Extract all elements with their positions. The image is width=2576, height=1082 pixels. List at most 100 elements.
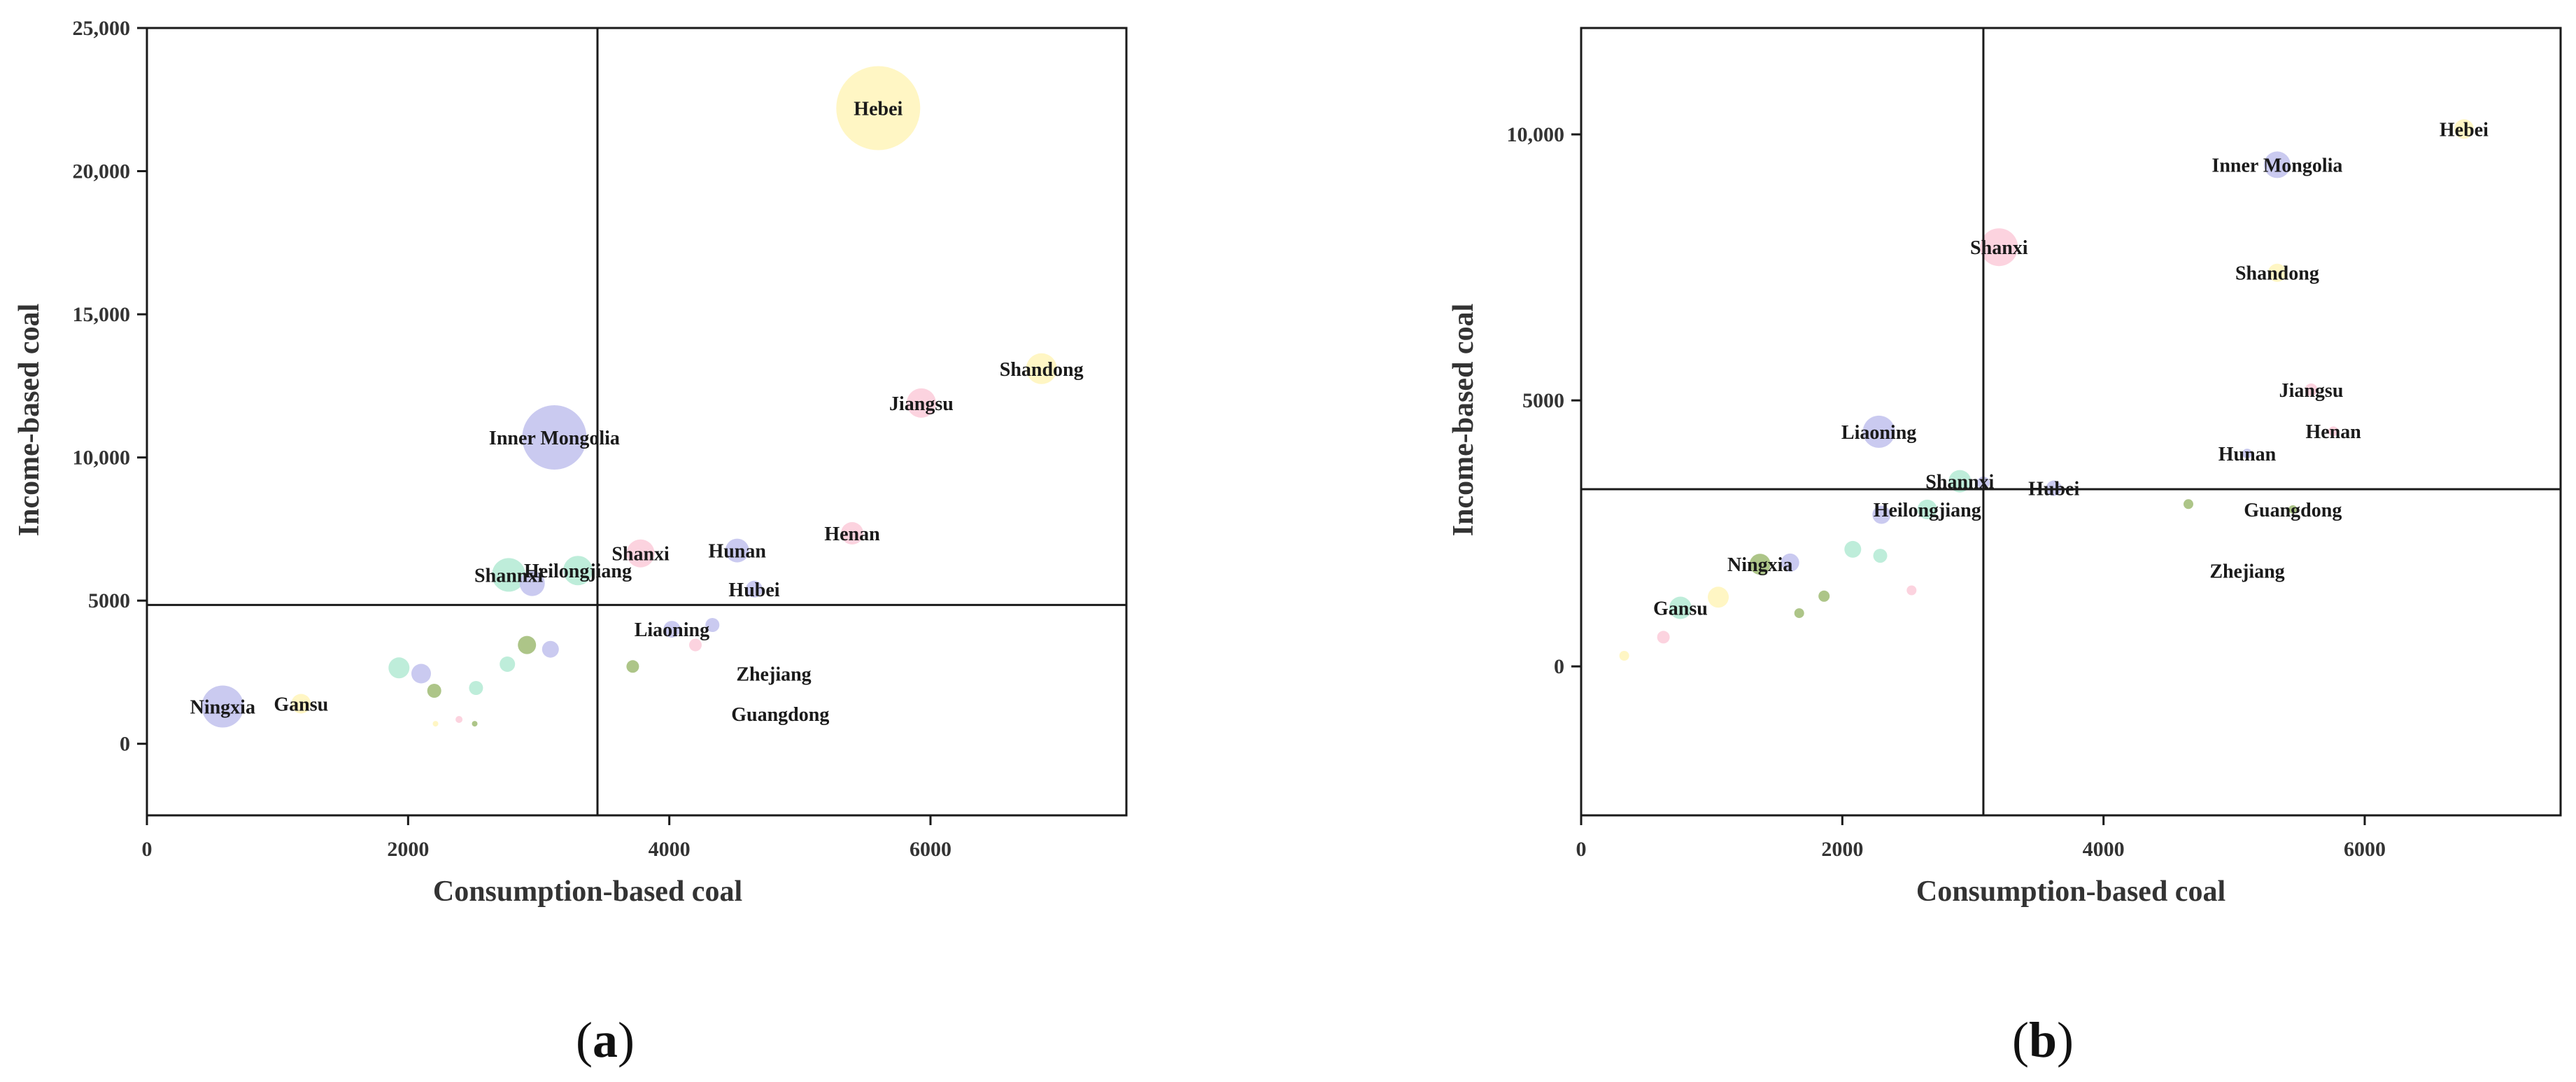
panel-a-bubble-shanxi	[626, 539, 655, 568]
panel-b-bubble-jiangsu	[2305, 383, 2318, 396]
panel-b-x-tick-label: 2000	[1821, 838, 1863, 861]
panel-b-y-tick-label: 5000	[1522, 389, 1564, 412]
panel-b-x-ticks: 0 2000 4000 6000	[1576, 815, 2386, 861]
panel-b-bubble-heilongjiang	[1917, 499, 1937, 519]
panel-a-caption-letter: a	[593, 1012, 618, 1068]
panel-a-bubble-unlabeled-14	[518, 635, 537, 654]
panel-a-bubble-inner-mongolia	[522, 405, 587, 470]
panel-a-caption: (a)	[576, 1012, 635, 1068]
panel-b-y-tick-label: 0	[1554, 655, 1564, 678]
panel-a-y-tick-label: 10,000	[73, 447, 131, 470]
panel-b-caption-letter: b	[2029, 1012, 2057, 1068]
panel-b-label-heilongjiang: Heilongjiang	[1874, 500, 1981, 521]
panel-a-x-tick-label: 4000	[649, 838, 691, 861]
panel-a-bubble-heilongjiang	[563, 556, 593, 586]
panel-a-bubble-shandong	[1026, 353, 1057, 384]
panel-a-label-hunan: Hunan	[708, 541, 766, 563]
panel-a-label-hebei: Hebei	[854, 99, 903, 120]
panel-a-label-zhejiang: Zhejiang	[736, 664, 811, 686]
panel-b-label-shanxi: Shanxi	[1970, 237, 2028, 259]
panel-b-plot-frame	[1580, 27, 2562, 817]
panel-a-label-liaoning: Liaoning	[635, 619, 709, 641]
panel-a-bubble-hunan	[725, 538, 749, 563]
panel-a-bubble-unlabeled-18	[388, 657, 410, 679]
panel-a-label-guangdong: Guangdong	[731, 704, 829, 726]
panel-b-bubble-shannxi	[1948, 470, 1972, 493]
panel-a-y-axis-title: Income-based coal	[13, 304, 45, 536]
panel-b-bubble-hunan	[2242, 449, 2252, 459]
panel-b-bubble-hubei	[2046, 480, 2062, 496]
panel-a-label-hubei: Hubei	[728, 579, 779, 601]
panel-b-bubbles	[1619, 119, 2474, 661]
panel-a-bubble-liaoning	[663, 621, 681, 638]
panel-a-plot-frame	[146, 27, 1128, 817]
panel-b-label-gansu: Gansu	[1653, 598, 1708, 620]
panel-b-bubble-shanxi	[1980, 228, 2018, 267]
panel-a-label-ningxia: Ningxia	[190, 697, 255, 719]
panel-b-caption: (b)	[2012, 1012, 2074, 1068]
panel-a-bubble-unlabeled-9	[519, 570, 545, 596]
panel-a-bubble-unlabeled-17	[626, 660, 639, 673]
panel-b-bubble-henan	[2328, 426, 2339, 437]
panel-b-label-hunan: Hunan	[2218, 444, 2277, 465]
panel-b-y-axis-title: Income-based coal	[1448, 304, 1480, 536]
panel-b-bubble-inner-mongolia	[2263, 151, 2291, 178]
panel-a-bubble-unlabeled-20	[469, 681, 483, 695]
panel-b-label-liaoning: Liaoning	[1841, 422, 1916, 444]
panel-a-y-tick-label: 5000	[88, 589, 130, 612]
panel-a-label-henan: Henan	[824, 524, 880, 545]
panel-a-point-labels: Hebei Shandong Jiangsu Inner Mongolia Henan H…	[190, 99, 1084, 726]
panel-a-label-heilongjiang: Heilongjiang	[524, 561, 632, 582]
panel-b-x-tick-label: 4000	[2083, 838, 2125, 861]
panel-a-label-shanxi: Shanxi	[611, 544, 670, 565]
panel-a-y-tick-label: 0	[120, 733, 130, 756]
panel-b-label-zhejiang: Zhejiang	[2209, 561, 2284, 582]
panel-b-label-ningxia: Ningxia	[1727, 554, 1792, 576]
panel-b-point-labels: Hebei Inner Mongolia Shanxi Shandong Jiangsu…	[1653, 119, 2489, 619]
panel-b-bubble-liaoning	[1862, 415, 1895, 448]
panel-a-bubble-hubei	[746, 580, 763, 598]
panel-a-bubble-unlabeled-15	[542, 640, 559, 658]
panel-a-y-ticks: 0 5000 10,000 15,000 20,000 25,000	[73, 17, 147, 756]
panel-b-bubble-unlabeled-12	[1872, 505, 1891, 524]
panel-b-bubble-unlabeled-15	[1844, 540, 1862, 558]
panel-b-bubble-shandong	[2267, 263, 2286, 282]
panel-a-chart: 0 2000 4000 6000 0 5000 10,000 15,000 20,000 25,…	[13, 17, 1128, 908]
panel-b-bubble-unlabeled-26	[1619, 651, 1629, 661]
panel-b-label-inner-mongolia: Inner Mongolia	[2211, 155, 2342, 176]
panel-b-label-shannxi: Shannxi	[1925, 472, 1994, 493]
panel-b-label-shandong: Shandong	[2235, 263, 2319, 285]
panel-b-x-tick-label: 6000	[2344, 838, 2386, 861]
panel-b-bubble-gansu	[1669, 596, 1692, 619]
panel-a-bubble-unlabeled-21	[427, 684, 441, 698]
panel-b-bubble-unlabeled-16	[1873, 549, 1888, 563]
panel-a-label-shandong: Shandong	[1000, 359, 1084, 381]
panel-b-bubble-unlabeled-22	[1708, 586, 1729, 608]
panel-a-bubble-unlabeled-16	[500, 656, 516, 672]
panel-b-bubble-unlabeled-24	[1794, 608, 1804, 619]
panel-a-x-tick-label: 6000	[910, 838, 951, 861]
panel-a-bubble-unlabeled-13	[689, 638, 702, 652]
panel-b-label-jiangsu: Jiangsu	[2279, 380, 2344, 402]
panel-a-reference-lines	[147, 28, 1126, 815]
panel-b-bubble-unlabeled-21	[1818, 590, 1830, 602]
panel-a-x-axis-title: Consumption-based coal	[433, 876, 742, 908]
panel-a-bubble-unlabeled-27	[432, 721, 439, 727]
panel-a-bubble-ningxia	[201, 685, 244, 728]
panel-a-x-ticks: 0 2000 4000 6000	[142, 815, 951, 861]
panel-a-label-inner-mongolia: Inner Mongolia	[489, 428, 620, 449]
panel-b-chart: 0 2000 4000 6000 0 5000 10,000 Hebei Inner Mon…	[1448, 27, 2562, 908]
panel-a-label-gansu: Gansu	[274, 694, 328, 716]
panel-a-bubble-unlabeled-12	[705, 618, 720, 632]
panel-a-y-tick-label: 15,000	[73, 303, 131, 326]
panel-b-bubble-unlabeled-20	[1906, 585, 1917, 596]
panel-a-label-jiangsu: Jiangsu	[889, 393, 954, 415]
panel-a-bubble-unlabeled-26	[455, 716, 463, 723]
panel-a-bubble-shannxi	[492, 558, 526, 592]
panel-b-x-axis-title: Consumption-based coal	[1916, 876, 2225, 908]
panel-a-x-tick-label: 0	[142, 838, 153, 861]
panel-a-bubble-hebei	[836, 66, 921, 150]
panel-b-label-hubei: Hubei	[2028, 479, 2079, 500]
